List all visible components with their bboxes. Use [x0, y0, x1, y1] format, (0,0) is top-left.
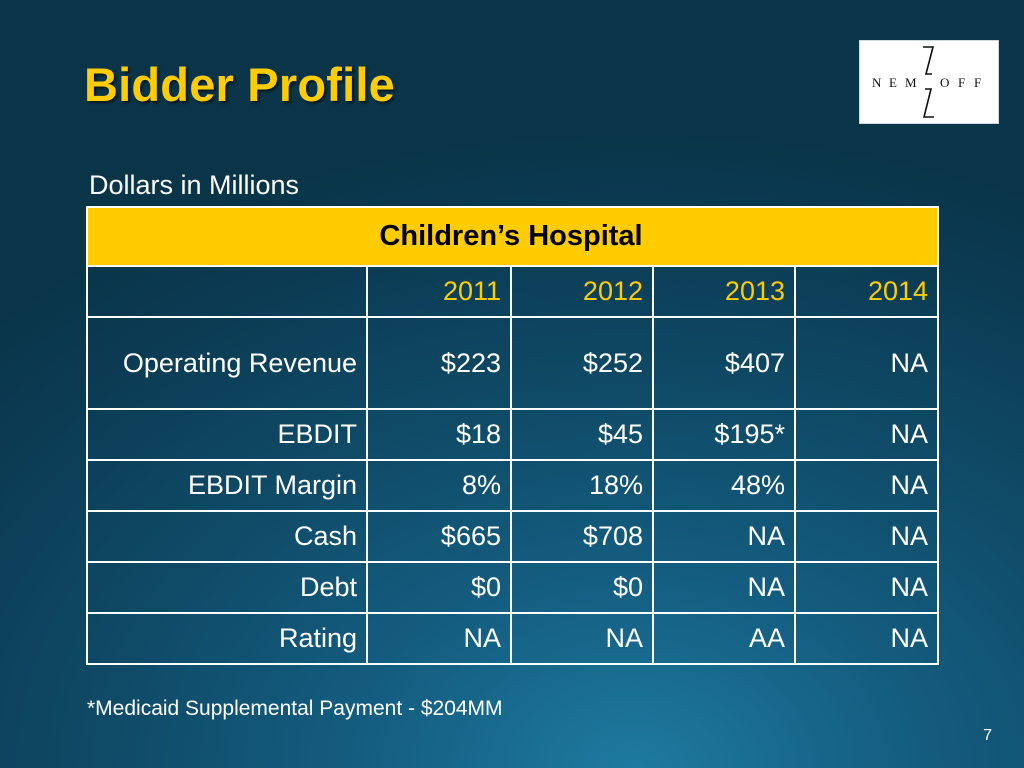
table-cell: $0 — [366, 561, 512, 614]
row-label: Operating Revenue — [86, 316, 368, 410]
table-cell: 48% — [652, 459, 796, 512]
table-row: Operating Revenue $223 $252 $407 NA — [86, 316, 940, 410]
table-cell: NA — [652, 561, 796, 614]
table-cell: NA — [793, 459, 940, 512]
table-banner: Children’s Hospital — [85, 206, 940, 267]
table-row: Rating NA NA AA NA — [86, 612, 940, 665]
corner-cell — [86, 265, 368, 318]
table-row: Cash $665 $708 NA NA — [86, 510, 940, 563]
table-cell: NA — [793, 612, 940, 665]
table-cell: $252 — [510, 316, 654, 410]
table-cell: $407 — [652, 316, 796, 410]
row-label: Debt — [86, 561, 368, 614]
year-header: 2013 — [652, 265, 796, 318]
svg-text:O: O — [940, 75, 949, 90]
svg-text:M: M — [905, 75, 917, 90]
table-cell: AA — [652, 612, 796, 665]
table-row: Debt $0 $0 NA NA — [86, 561, 940, 614]
table-row: EBDIT Margin 8% 18% 48% NA — [86, 459, 940, 512]
row-label: Rating — [86, 612, 368, 665]
year-header: 2011 — [366, 265, 512, 318]
table-cell: NA — [793, 510, 940, 563]
table-cell: $223 — [366, 316, 512, 410]
year-header: 2012 — [510, 265, 654, 318]
table-cell: $18 — [366, 408, 512, 461]
table-cell: 8% — [366, 459, 512, 512]
table-row: EBDIT $18 $45 $195* NA — [86, 408, 940, 461]
table-cell: $665 — [366, 510, 512, 563]
row-label: Cash — [86, 510, 368, 563]
table-cell: $195* — [652, 408, 796, 461]
table-cell: NA — [366, 612, 512, 665]
svg-text:N: N — [872, 75, 882, 90]
table-cell: NA — [793, 316, 940, 410]
slide-title: Bidder Profile — [84, 58, 395, 111]
financial-table: Children’s Hospital 2011 2012 2013 2014 … — [85, 206, 940, 665]
nemzoff-logo-graphic: N E M O F F — [872, 46, 981, 118]
year-header: 2014 — [793, 265, 940, 318]
svg-text:F: F — [958, 75, 965, 90]
table-cell: NA — [793, 408, 940, 461]
table-cell: NA — [510, 612, 654, 665]
table-cell: 18% — [510, 459, 654, 512]
svg-text:E: E — [889, 75, 897, 90]
units-subtitle: Dollars in Millions — [89, 170, 300, 200]
footnote: *Medicaid Supplemental Payment - $204MM — [87, 697, 503, 720]
year-header-row: 2011 2012 2013 2014 — [86, 265, 940, 318]
table-cell: $45 — [510, 408, 654, 461]
table-banner-row: Children’s Hospital — [85, 206, 940, 267]
table-cell: $0 — [510, 561, 654, 614]
table-cell: $708 — [510, 510, 654, 563]
row-label: EBDIT — [86, 408, 368, 461]
page-number: 7 — [983, 727, 992, 744]
row-label: EBDIT Margin — [86, 459, 368, 512]
svg-text:F: F — [974, 75, 981, 90]
table-cell: NA — [793, 561, 940, 614]
table-cell: NA — [652, 510, 796, 563]
company-logo: N E M O F F — [859, 40, 999, 124]
